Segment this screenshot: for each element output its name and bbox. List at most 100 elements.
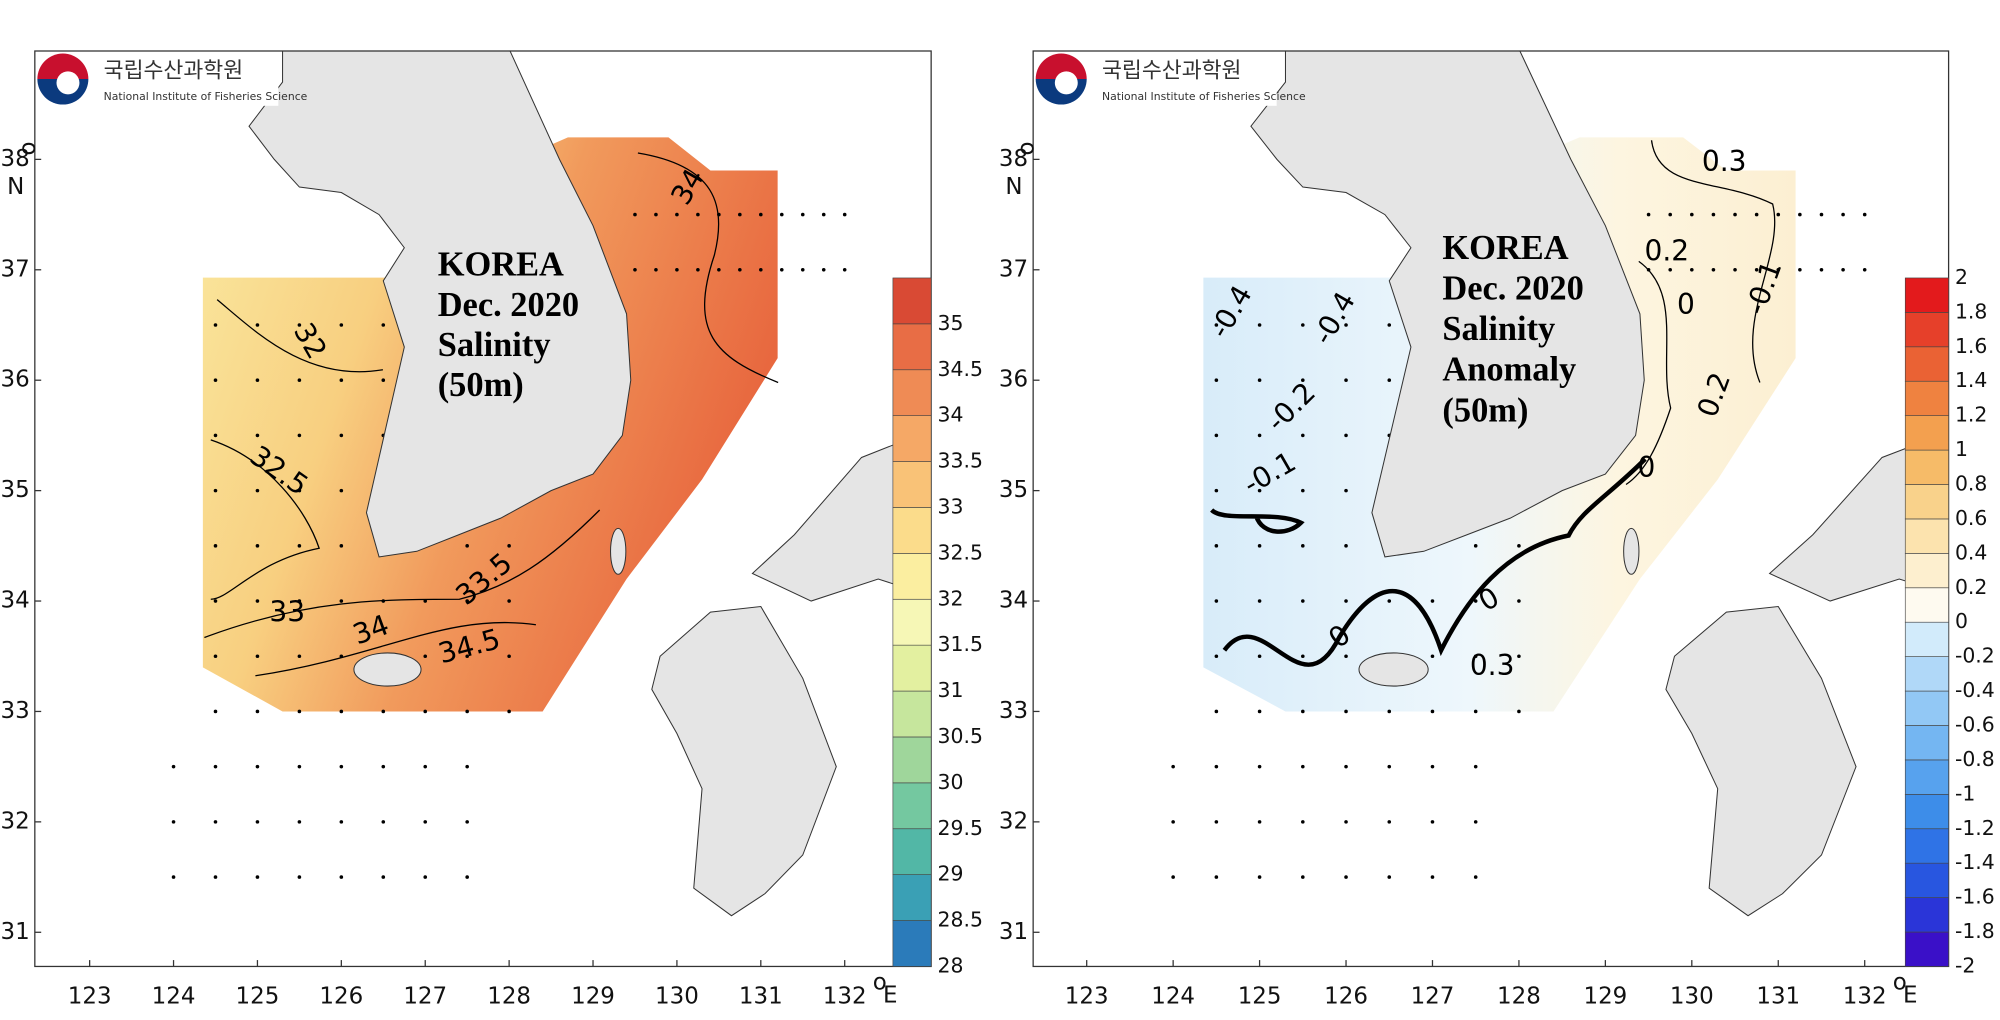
station-dot	[1819, 268, 1824, 272]
logo-mark	[1035, 53, 1087, 80]
colorbar-block	[1904, 415, 1949, 451]
station-dot	[779, 212, 784, 217]
station-dot	[1344, 709, 1348, 714]
station-dot	[381, 323, 386, 327]
station-dot	[213, 709, 218, 714]
station-dot	[1387, 709, 1392, 714]
colorbar-label: 30.5	[938, 724, 983, 748]
colorbar-block	[892, 323, 932, 371]
station-dot	[213, 599, 218, 603]
station-dot	[1776, 212, 1781, 217]
station-dot	[1257, 820, 1262, 824]
map-title-line: Salinity	[438, 326, 551, 364]
station-dot	[1430, 654, 1435, 659]
station-dot	[1301, 323, 1305, 327]
station-dot	[1841, 268, 1845, 272]
station-dot	[1819, 212, 1824, 217]
x-unit: E	[1903, 982, 1918, 1008]
station-dot	[1798, 268, 1802, 272]
station-dot	[507, 599, 511, 603]
station-dot	[1214, 654, 1219, 659]
contour-label: 0	[1677, 288, 1695, 321]
station-dot	[821, 268, 826, 272]
station-dot	[1711, 268, 1716, 272]
map-title-line: (50m)	[1442, 391, 1528, 429]
colorbar-block	[1904, 725, 1949, 761]
colorbar-label: 1.8	[1955, 299, 1987, 323]
station-dot	[1257, 378, 1262, 382]
x-tick-label: 130	[655, 984, 699, 1010]
contour-label: 0	[1637, 451, 1655, 484]
x-tick-label: 128	[487, 984, 531, 1010]
colorbar-label: 33	[938, 494, 964, 518]
station-dot	[1214, 764, 1219, 769]
station-dot	[339, 323, 344, 327]
station-dot	[1387, 764, 1392, 769]
station-dot	[507, 544, 511, 548]
y-tick-label: 37	[1, 256, 30, 282]
station-dot	[1668, 212, 1672, 217]
logo-mark	[37, 53, 89, 80]
x-tick-label: 127	[1411, 984, 1455, 1010]
station-dot	[465, 709, 469, 714]
y-tick-label: 35	[1, 477, 30, 503]
station-dot	[1301, 599, 1305, 603]
logo-korean: 국립수산과학원	[104, 58, 243, 83]
station-dot	[213, 323, 218, 327]
colorbar-label: 35	[938, 311, 964, 335]
y-unit: N	[1005, 174, 1022, 200]
station-dot	[1344, 488, 1348, 493]
colorbar-label: 1.2	[1955, 403, 1987, 427]
map-area	[171, 51, 932, 917]
x-tick-label: 123	[1065, 984, 1109, 1010]
station-dot	[171, 764, 176, 769]
station-dot	[1171, 875, 1175, 879]
map-title-line: Dec. 2020	[1442, 270, 1583, 308]
contour-label: 33	[269, 595, 305, 628]
y-tick-label: 34	[1, 588, 30, 614]
colorbar-block	[892, 461, 932, 508]
station-dot	[213, 820, 218, 824]
station-dot	[339, 488, 344, 493]
station-dot	[633, 268, 637, 272]
colorbar-label: 1	[1955, 437, 1968, 461]
colorbar-label: 34	[938, 403, 964, 427]
station-dot	[1214, 544, 1219, 548]
station-dot	[1841, 212, 1845, 217]
x-tick-label: 124	[152, 984, 196, 1010]
station-dot	[423, 820, 428, 824]
colorbar-block	[892, 920, 932, 967]
station-dot	[255, 875, 260, 879]
station-dot	[738, 268, 742, 272]
station-dot	[465, 764, 469, 769]
colorbar-label: -0.8	[1955, 747, 1995, 771]
station-dot	[1214, 820, 1219, 824]
y-tick-label: 34	[999, 588, 1028, 614]
colorbar-label: 32	[938, 586, 964, 610]
x-tick-label: 125	[236, 984, 280, 1010]
contour-line	[216, 299, 384, 373]
colorbar-label: 31	[938, 678, 964, 702]
station-dot	[1733, 268, 1737, 272]
colorbar-label: 1.4	[1955, 368, 1987, 392]
station-dot	[1301, 875, 1305, 879]
colorbar-block	[1904, 312, 1949, 348]
colorbar-label: 0.8	[1955, 472, 1987, 496]
y-tick-label: 31	[999, 919, 1028, 945]
map-title-line: KOREA	[1442, 229, 1568, 267]
station-dot	[1214, 875, 1219, 879]
x-tick-label: 124	[1151, 984, 1195, 1010]
logo-english: National Institute of Fisheries Science	[1102, 90, 1306, 103]
contour-line	[255, 621, 536, 677]
x-tick-label: 125	[1238, 984, 1282, 1010]
station-dot	[381, 764, 386, 769]
station-dot	[1517, 599, 1521, 603]
land	[651, 605, 837, 917]
station-dot	[255, 820, 260, 824]
colorbar-block	[1904, 656, 1949, 692]
station-dot	[1171, 764, 1175, 769]
colorbar-block	[1904, 518, 1949, 554]
station-dot	[1257, 709, 1262, 714]
x-tick-label: 129	[571, 984, 615, 1010]
colorbar-label: 30	[938, 770, 964, 794]
